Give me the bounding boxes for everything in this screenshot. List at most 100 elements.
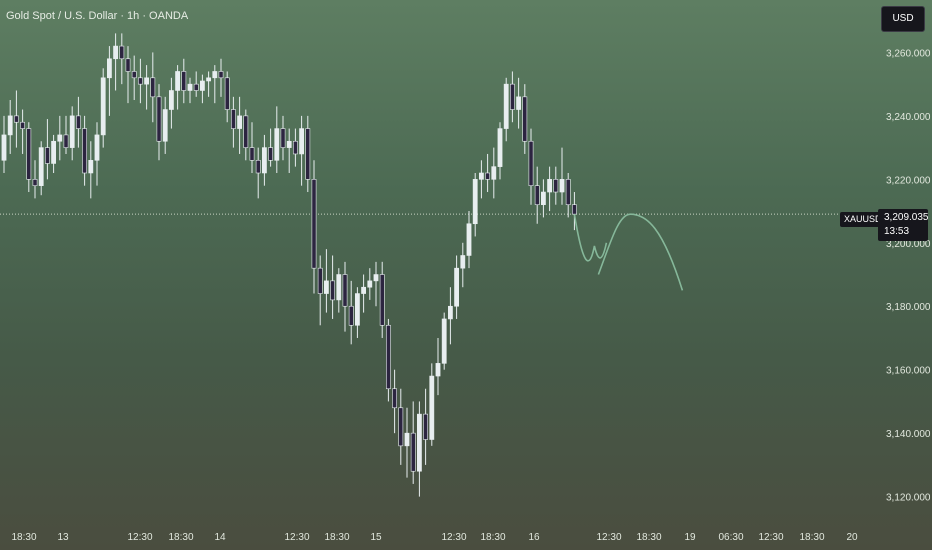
candle-body <box>156 96 162 142</box>
candle-body <box>206 77 211 82</box>
candle-body <box>472 179 478 225</box>
candle-body <box>404 432 410 447</box>
y-tick-label: 3,240.000 <box>886 112 931 123</box>
candle-body <box>20 121 25 129</box>
candle-body <box>268 147 273 161</box>
candle-body <box>565 179 571 206</box>
y-tick-label: 3,220.000 <box>886 175 931 186</box>
x-tick-label: 18:30 <box>636 532 661 543</box>
candle-body <box>528 140 534 186</box>
candle-body <box>460 255 466 269</box>
candle-body <box>416 413 422 472</box>
candle-body <box>497 128 503 167</box>
candle-body <box>478 172 484 180</box>
candle-body <box>82 128 87 174</box>
candle-body <box>385 324 391 390</box>
candle-body <box>323 280 329 294</box>
candle-body <box>398 407 404 447</box>
candle-body <box>286 140 292 148</box>
candle-body <box>26 128 32 180</box>
candle-body <box>169 90 174 110</box>
candle-body <box>305 128 311 180</box>
candle-body <box>51 140 56 164</box>
y-tick-label: 3,160.000 <box>886 366 931 377</box>
x-tick-label: 12:30 <box>758 532 783 543</box>
candle-body <box>367 280 373 288</box>
y-tick-label: 3,120.000 <box>886 493 931 504</box>
candle-body <box>7 115 13 136</box>
candle-body <box>218 71 224 79</box>
candle-body <box>113 45 118 60</box>
candle-body <box>94 134 100 161</box>
candle-body <box>299 128 304 155</box>
last-price-label: 3,209.035 13:53 <box>878 209 929 241</box>
candle-body <box>553 179 559 193</box>
y-tick-label: 3,200.000 <box>886 239 931 250</box>
candle-body <box>559 179 565 193</box>
candle-body <box>509 83 515 110</box>
candle-body <box>522 96 528 142</box>
x-tick-label: 18:30 <box>799 532 824 543</box>
candle-body <box>32 179 38 186</box>
candle-body <box>231 109 236 129</box>
candle-body <box>280 128 286 148</box>
x-tick-label: 18:30 <box>324 532 349 543</box>
candle-body <box>243 115 249 148</box>
candle-body <box>540 191 546 206</box>
candle-body <box>107 58 112 79</box>
currency-button[interactable]: USD <box>881 6 925 32</box>
x-tick-label: 19 <box>684 532 696 543</box>
candle-body <box>274 128 280 161</box>
candle-body <box>119 45 125 60</box>
candle-body <box>491 166 497 180</box>
x-tick-label: 16 <box>528 532 540 543</box>
candle-body <box>14 115 19 123</box>
x-tick-label: 12:30 <box>284 532 309 543</box>
candle-body <box>336 274 342 301</box>
candle-body <box>200 80 205 91</box>
chart-title: Gold Spot / U.S. Dollar · 1h · OANDA <box>6 10 189 22</box>
candle-body <box>503 83 509 129</box>
candle-body <box>342 274 348 307</box>
candle-body <box>100 77 106 136</box>
candle-body <box>447 305 453 320</box>
x-tick-label: 15 <box>370 532 382 543</box>
x-tick-label: 18:30 <box>480 532 505 543</box>
candle-body <box>175 71 180 91</box>
x-tick-label: 18:30 <box>168 532 193 543</box>
candle-body <box>547 179 552 193</box>
candle-body <box>429 375 435 440</box>
candle-body <box>1 134 7 161</box>
symbol-label: XAUUSD <box>840 212 886 227</box>
projection-leg-1 <box>573 214 608 262</box>
candle-body <box>255 159 261 174</box>
candle-body <box>441 318 447 364</box>
candle-body <box>485 172 490 180</box>
candle-body <box>162 109 168 142</box>
candle-body <box>373 274 379 282</box>
candle-body <box>69 115 75 148</box>
candle-body <box>292 140 298 155</box>
candle-body <box>311 179 317 269</box>
y-tick-label: 3,140.000 <box>886 429 931 440</box>
candle-body <box>138 77 143 85</box>
candle-body <box>454 267 459 307</box>
candle-body <box>144 77 149 85</box>
candle-body <box>38 147 44 186</box>
candle-body <box>237 115 242 129</box>
x-tick-label: 12:30 <box>441 532 466 543</box>
candle-body <box>150 77 156 98</box>
candle-body <box>76 115 81 129</box>
y-tick-label: 3,180.000 <box>886 302 931 313</box>
x-tick-label: 18:30 <box>11 532 36 543</box>
candle-body <box>516 96 521 110</box>
candle-body <box>249 147 255 161</box>
candle-body <box>330 280 335 301</box>
candle-body <box>88 159 94 174</box>
candle-body <box>57 134 63 142</box>
x-tick-label: 12:30 <box>127 532 152 543</box>
last-price-value: 3,209.035 <box>884 212 929 223</box>
candle-body <box>181 71 187 91</box>
candle-body <box>354 293 360 326</box>
